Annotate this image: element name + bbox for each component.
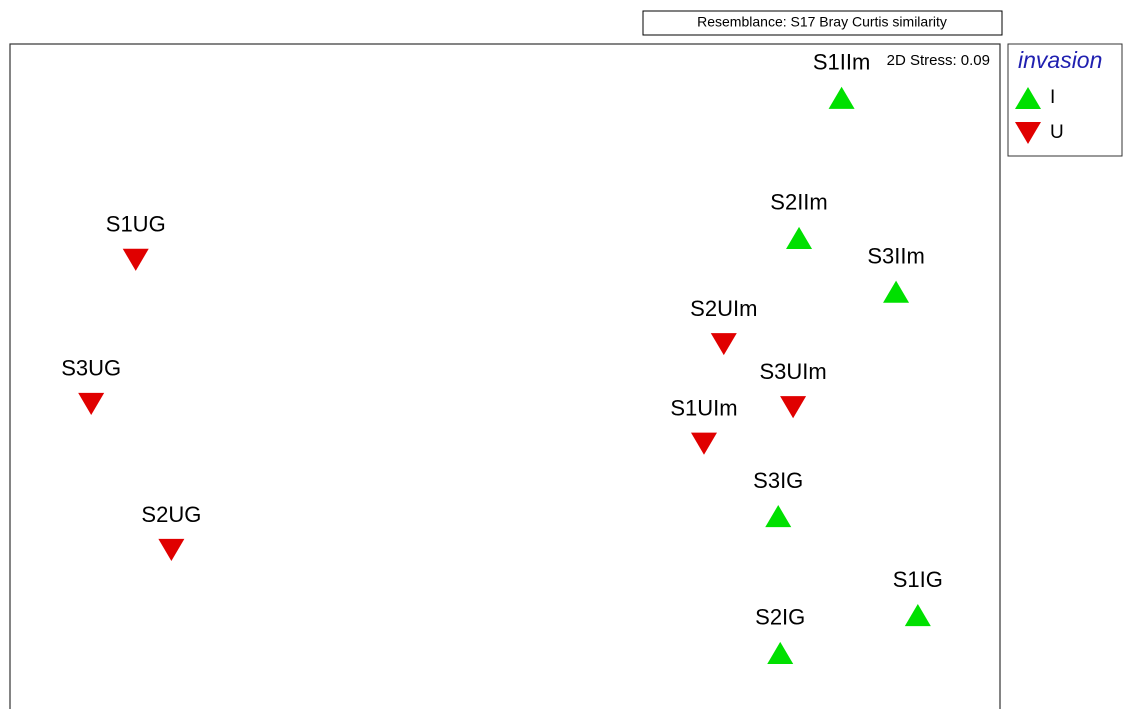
point-label: S1UIm (670, 396, 737, 421)
legend-title: invasion (1018, 47, 1102, 73)
point (158, 538, 185, 562)
point-label: S1IG (893, 567, 943, 592)
point (904, 603, 931, 627)
point-label: S1IIm (813, 50, 870, 75)
legend-marker (1015, 86, 1041, 110)
point (828, 86, 855, 109)
point-label: S2IG (755, 605, 805, 630)
legend-label: I (1050, 87, 1055, 108)
point (883, 280, 910, 303)
point (780, 396, 807, 419)
stress-annotation: 2D Stress: 0.09 (887, 52, 990, 69)
point (765, 505, 792, 528)
plot-frame (9, 43, 1001, 709)
point-label: S3IG (753, 468, 803, 493)
point (690, 432, 717, 455)
point (786, 226, 813, 249)
title-box (642, 10, 1003, 36)
point-label: S2UIm (690, 296, 757, 321)
point (710, 333, 737, 356)
point-label: S3UIm (759, 359, 826, 384)
point-label: S2IIm (770, 190, 827, 215)
chart-title: Resemblance: S17 Bray Curtis similarity (697, 14, 947, 30)
legend-marker (1015, 121, 1041, 145)
point (122, 248, 149, 271)
point (78, 392, 105, 415)
point-label: S3UG (61, 356, 121, 381)
point-label: S3IIm (867, 243, 924, 268)
point-label: S1UG (106, 212, 166, 237)
point-label: S2UG (141, 502, 201, 527)
point (767, 641, 794, 664)
legend-label: U (1050, 122, 1064, 143)
